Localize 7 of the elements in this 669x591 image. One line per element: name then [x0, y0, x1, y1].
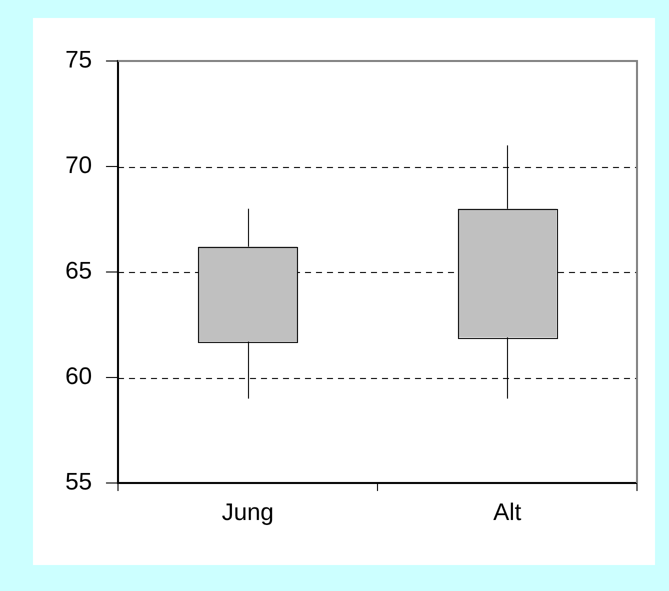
y-tick-label: 60 — [65, 363, 92, 390]
y-tick-label: 65 — [65, 258, 92, 285]
x-tick-label: Jung — [222, 499, 274, 526]
y-tick-label: 75 — [65, 46, 92, 74]
y-tick-label: 55 — [65, 468, 92, 496]
y-tick-label: 70 — [65, 152, 92, 180]
x-tick-label: Alt — [493, 499, 522, 526]
